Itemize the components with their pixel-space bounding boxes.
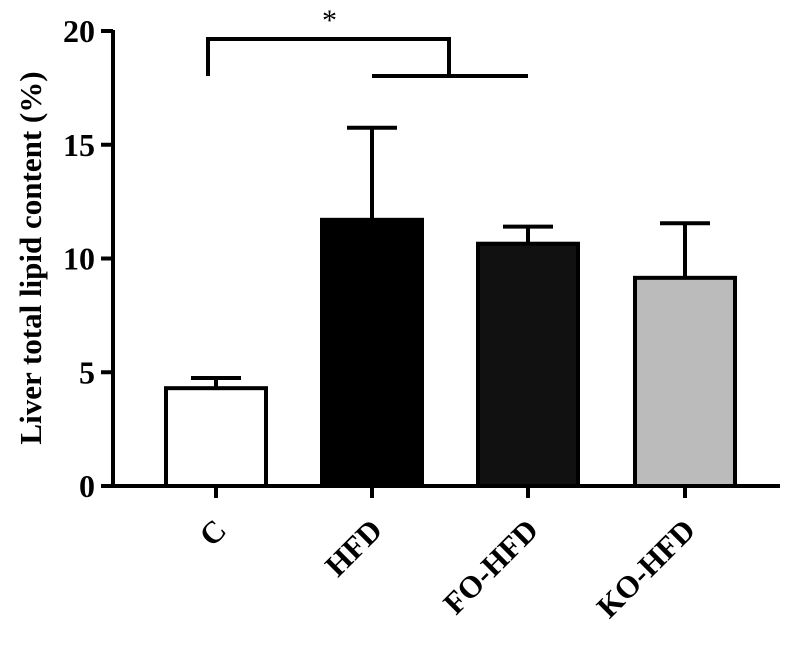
- y-tick-label: 5: [79, 354, 95, 390]
- y-axis: 0 5 10 15 20: [63, 13, 115, 504]
- bar-c: [164, 386, 268, 488]
- y-tick-label: 20: [63, 13, 95, 49]
- significance-label: *: [322, 4, 337, 37]
- error-bars: [191, 125, 710, 389]
- y-tick-label: 0: [79, 468, 95, 504]
- significance-bracket: *: [206, 4, 528, 78]
- bar-hfd: [320, 217, 424, 488]
- x-tick-label: HFD: [318, 512, 389, 583]
- significance-bracket-line: [206, 37, 451, 76]
- x-axis: C HFD FO-HFD KO-HFD: [111, 484, 780, 625]
- x-tick-label: KO-HFD: [590, 512, 702, 624]
- bar-ko-hfd: [633, 275, 737, 488]
- y-tick-label: 15: [63, 127, 95, 163]
- bar-fo-hfd: [476, 241, 580, 488]
- y-tick-label: 10: [63, 241, 95, 277]
- bars: [164, 217, 737, 488]
- y-axis-label: Liver total lipid content (%): [13, 71, 48, 444]
- x-tick-label: FO-HFD: [436, 512, 545, 621]
- x-tick-label: C: [192, 512, 233, 553]
